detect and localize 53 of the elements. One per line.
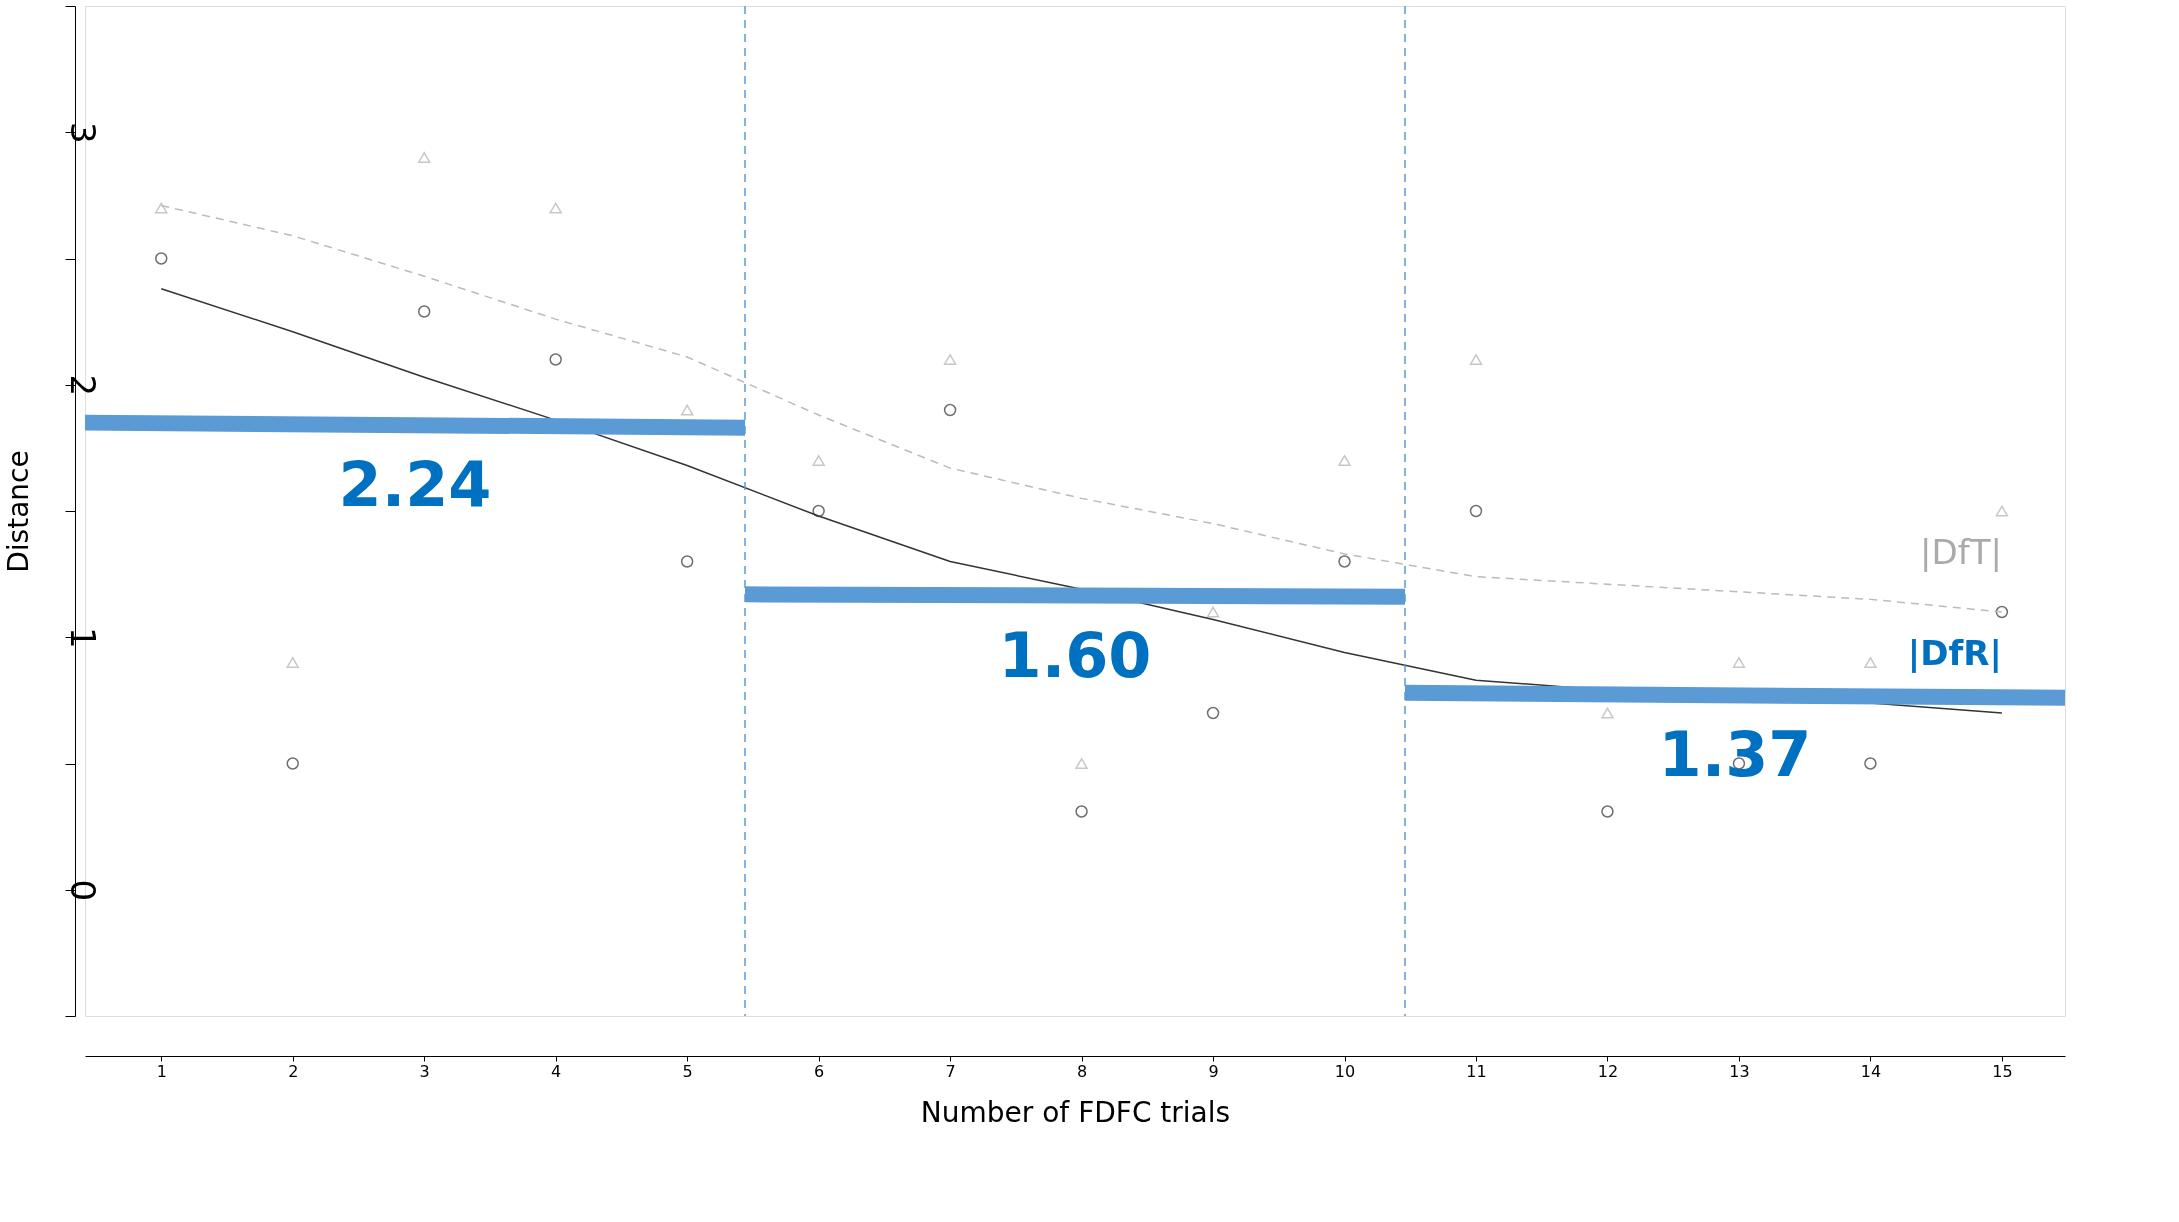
point (1864, 657, 1877, 668)
point (1206, 706, 1220, 720)
annotation: |DfT| (1920, 532, 2002, 572)
annotation: 1.60 (998, 618, 1152, 692)
point (1469, 504, 1483, 518)
point (417, 152, 431, 163)
point (1469, 354, 1483, 365)
point (549, 353, 562, 366)
point (1995, 605, 2009, 619)
x-tick-label: 6 (814, 1061, 825, 1081)
annotation: 1.37 (1658, 718, 1812, 792)
point (1338, 455, 1351, 466)
point (1601, 707, 1614, 719)
point (549, 202, 562, 214)
x-tick-label: 4 (551, 1061, 562, 1081)
y-axis-title: Distance (1, 450, 35, 573)
point (417, 305, 431, 318)
x-tick-label: 13 (1729, 1061, 1750, 1081)
point (155, 252, 168, 265)
point (943, 354, 957, 365)
point (1075, 805, 1088, 818)
point (1338, 555, 1351, 568)
x-tick-label: 3 (419, 1061, 430, 1081)
annotation: |DfR| (1907, 633, 2002, 673)
x-tick-label: 2 (288, 1061, 299, 1081)
point (812, 455, 825, 466)
x-tick-label: 14 (1860, 1061, 1882, 1081)
x-tick-label: 8 (1076, 1061, 1088, 1081)
x-tick-label: 10 (1334, 1061, 1356, 1081)
point (286, 657, 299, 668)
x-tick-label: 15 (1992, 1061, 2013, 1081)
point (680, 555, 694, 568)
x-tick-label: 9 (1208, 1061, 1219, 1081)
point (1995, 505, 2009, 517)
x-axis-title: Number of FDFC trials (920, 1095, 1231, 1129)
point (943, 403, 957, 417)
point (812, 504, 825, 518)
point (155, 202, 168, 214)
point (1601, 805, 1614, 818)
y-tick-label: 3 (62, 121, 103, 144)
point (1864, 757, 1877, 770)
x-tick-label: 1 (156, 1061, 167, 1081)
x-tick-label: 11 (1466, 1061, 1487, 1081)
x-tick-label: 5 (682, 1061, 693, 1081)
y-tick-label: 2 (62, 374, 103, 397)
point (286, 757, 299, 770)
annotation: 2.24 (338, 448, 492, 522)
point (1075, 758, 1088, 769)
point (680, 404, 694, 416)
x-tick-label: 12 (1597, 1061, 1619, 1081)
point (1206, 606, 1220, 618)
point (1732, 657, 1746, 668)
x-tick-label: 7 (945, 1061, 956, 1081)
